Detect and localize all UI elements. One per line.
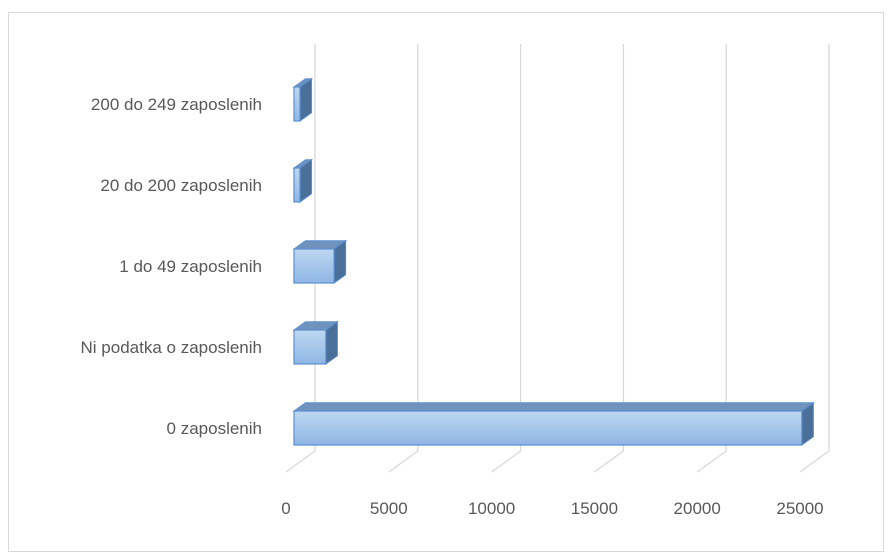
- x-tick-label: 25000: [776, 499, 823, 518]
- category-label: Ni podatka o zaposlenih: [81, 338, 262, 357]
- floor-gridline: [594, 450, 624, 473]
- chart-frame: [8, 12, 884, 552]
- floor-gridline: [799, 450, 830, 473]
- bar: [293, 86, 301, 122]
- x-tick-label: 10000: [468, 499, 515, 518]
- gridlines: [285, 44, 830, 473]
- floor-gridline: [491, 450, 521, 473]
- x-tick-label: 20000: [674, 499, 721, 518]
- floor-gridline: [388, 450, 419, 473]
- x-tick-label: 5000: [370, 499, 408, 518]
- bar: [293, 167, 301, 203]
- x-axis-tick-labels: 0 5000 10000 15000 20000 25000: [281, 499, 823, 518]
- category-label: 20 do 200 zaposlenih: [100, 176, 262, 195]
- bar-top-face: [292, 402, 815, 412]
- bar: [293, 248, 335, 284]
- x-tick-label: 15000: [571, 499, 618, 518]
- floor-gridline: [285, 450, 316, 473]
- floor-gridline: [696, 450, 727, 473]
- category-label: 0 zaposlenih: [167, 419, 262, 438]
- category-label: 1 do 49 zaposlenih: [119, 257, 262, 276]
- bar: [293, 329, 327, 365]
- category-labels: 0 zaposlenih Ni podatka o zaposlenih 1 do …: [81, 95, 262, 438]
- x-tick-label: 0: [281, 499, 290, 518]
- bar-chart: 0 zaposlenih Ni podatka o zaposlenih 1 do …: [81, 44, 830, 518]
- category-label: 200 do 249 zaposlenih: [91, 95, 262, 114]
- bar: [293, 410, 803, 446]
- bars: [292, 77, 815, 446]
